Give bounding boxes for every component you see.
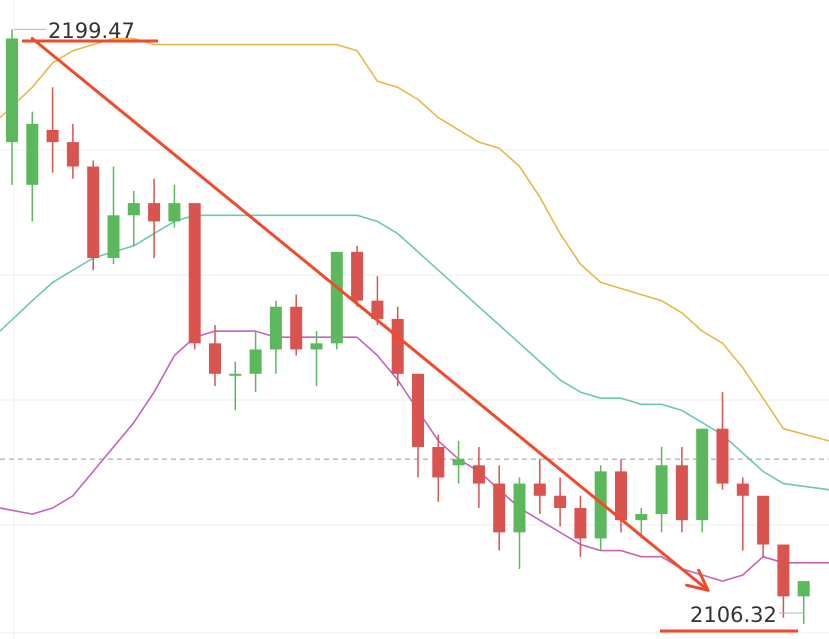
candle: [432, 434, 445, 502]
candle: [269, 300, 282, 374]
candle: [696, 428, 709, 533]
candle: [66, 123, 79, 179]
candle-body: [655, 465, 668, 515]
candle: [716, 392, 729, 490]
candle-body: [696, 428, 709, 521]
candle: [574, 495, 587, 557]
candle: [493, 465, 506, 551]
candle-body: [66, 142, 79, 167]
candle-body: [675, 465, 688, 521]
candle-body: [391, 318, 404, 374]
candle: [229, 361, 242, 411]
candle-body: [249, 349, 262, 374]
candle: [330, 251, 343, 350]
candle: [635, 507, 648, 539]
candle: [554, 477, 567, 527]
low-price-label: 2106.32: [690, 603, 777, 627]
candle: [655, 446, 668, 533]
candle: [26, 111, 39, 222]
candle: [736, 477, 749, 551]
candle-body: [6, 38, 18, 143]
candle: [310, 331, 323, 387]
candle-body: [26, 123, 39, 185]
candle: [757, 495, 770, 557]
candle: [412, 373, 424, 478]
candle: [351, 245, 364, 307]
candle-body: [472, 465, 485, 484]
candle-body: [269, 306, 282, 350]
candle-body: [229, 373, 242, 376]
candle-body: [351, 251, 364, 301]
candle-body: [168, 203, 181, 222]
candle: [87, 160, 100, 271]
candle: [107, 166, 120, 265]
candle: [188, 203, 201, 350]
candle: [290, 294, 303, 356]
candle: [6, 29, 18, 185]
candle: [594, 465, 607, 551]
candle-body: [757, 495, 770, 545]
candle-body: [412, 373, 424, 447]
candle: [777, 544, 790, 618]
candle: [675, 446, 688, 533]
candle-body: [148, 203, 161, 222]
candle: [371, 276, 384, 326]
candle-body: [554, 495, 567, 508]
candle: [452, 440, 465, 484]
candle-body: [87, 166, 100, 258]
candle-body: [635, 514, 648, 521]
candle-body: [777, 544, 790, 597]
candle-body: [432, 446, 445, 478]
candle-body: [452, 459, 465, 466]
candle: [513, 477, 526, 569]
candle-body: [615, 471, 627, 521]
candle: [797, 581, 810, 624]
candle-body: [310, 343, 323, 350]
candle: [168, 184, 181, 228]
candle-body: [574, 507, 587, 539]
candle: [533, 459, 546, 515]
lower-band-line: [0, 330, 829, 582]
candle-body: [716, 428, 729, 484]
candle-body: [209, 343, 221, 374]
candle-body: [290, 306, 303, 350]
candles-layer: [6, 29, 810, 624]
candle-body: [797, 581, 810, 597]
candle-body: [371, 300, 384, 319]
candle-body: [493, 483, 506, 533]
candle-body: [513, 483, 526, 533]
downtrend-arrow-head: [685, 568, 710, 592]
candle-body: [736, 483, 749, 496]
candle-body: [330, 251, 343, 344]
candle-body: [107, 215, 120, 258]
downtrend-arrow-line: [30, 36, 710, 592]
candle-body: [127, 203, 140, 216]
candle-body: [188, 203, 201, 344]
candle-body: [46, 129, 59, 143]
candle: [127, 190, 140, 246]
candle: [148, 178, 161, 258]
candle: [249, 331, 262, 393]
overlay-layer: [14, 28, 804, 633]
high-price-label: 2199.47: [48, 19, 135, 43]
middle-band-line: [0, 214, 829, 491]
labels-layer: 2199.47 2106.32: [48, 19, 777, 627]
candle-body: [533, 483, 546, 496]
candle: [209, 325, 221, 387]
candle: [46, 87, 59, 173]
candle: [472, 446, 485, 508]
candle-body: [594, 471, 607, 539]
